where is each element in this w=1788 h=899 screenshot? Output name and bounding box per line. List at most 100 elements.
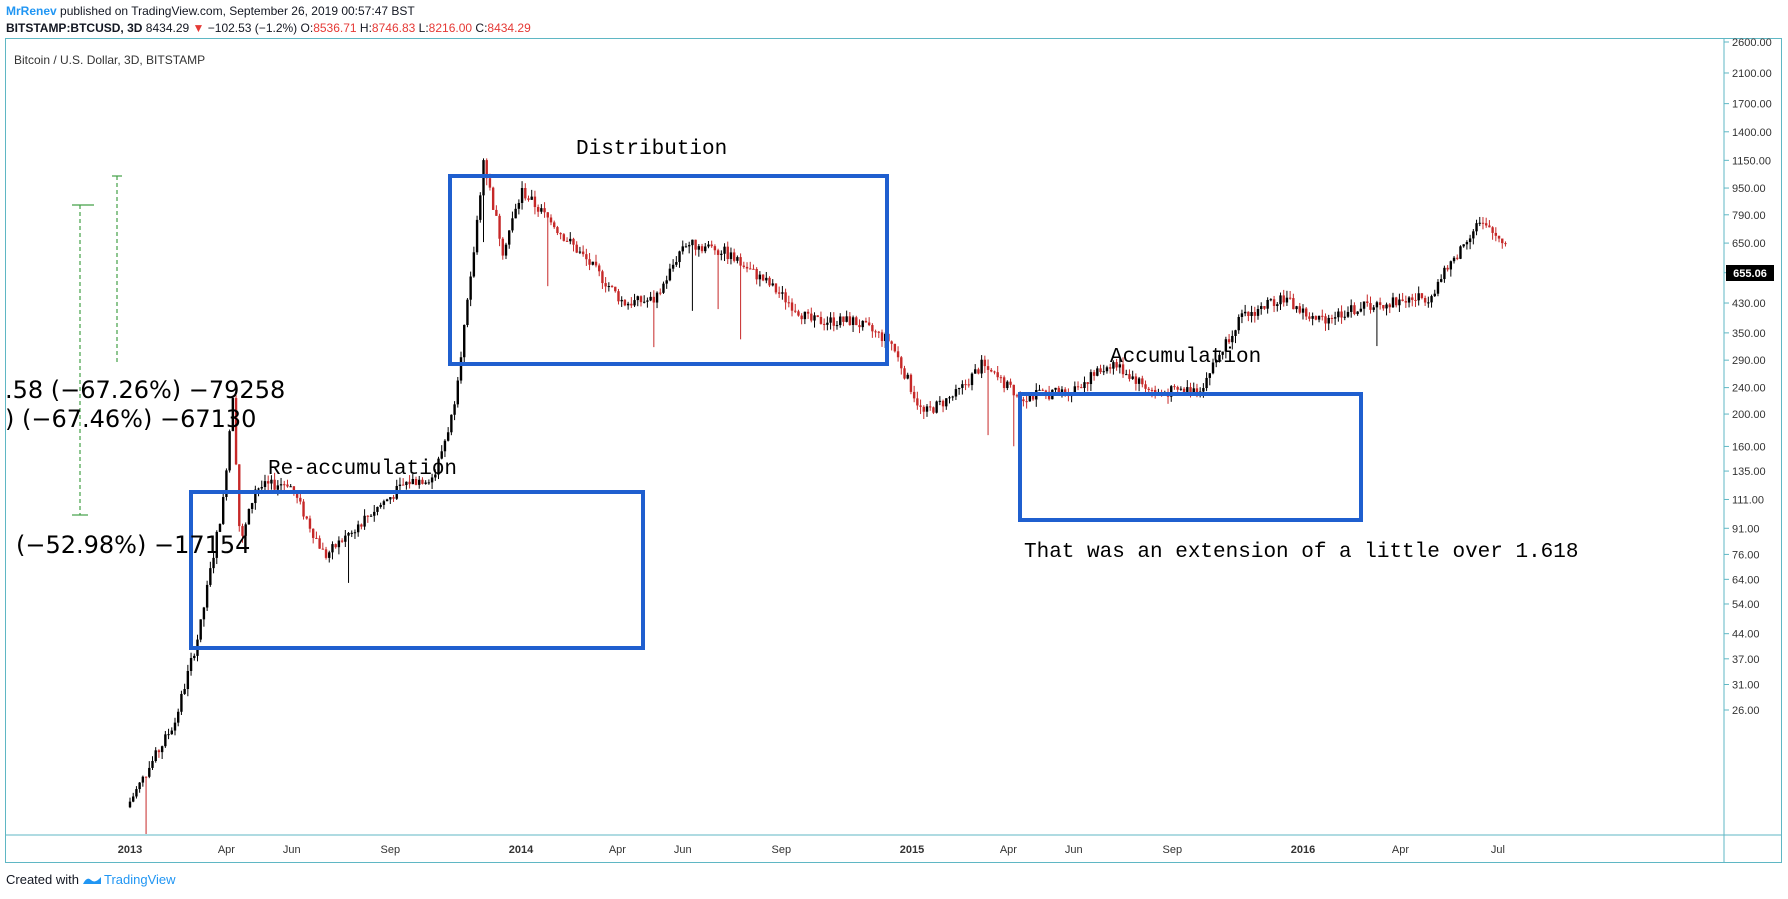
x-tick-label: Apr (218, 844, 235, 856)
candle-down (144, 776, 148, 778)
candle-down (1144, 384, 1147, 389)
accumulation-box[interactable] (1018, 392, 1363, 522)
candle-up (1208, 373, 1212, 378)
candle-up (225, 470, 228, 497)
candle-down (421, 479, 424, 484)
candle-down (1411, 297, 1414, 300)
candle-up (697, 246, 701, 250)
candle-down (1378, 302, 1382, 305)
open-value: 8536.71 (313, 21, 357, 35)
candle-up (1375, 302, 1379, 308)
candle-up (1301, 308, 1305, 313)
candle-down (909, 374, 913, 392)
tradingview-icon (82, 877, 101, 884)
candle-down (1388, 304, 1391, 308)
candle-down (1504, 243, 1507, 245)
candle-up (1356, 311, 1359, 315)
candle-down (1282, 295, 1285, 303)
candle-down (999, 377, 1003, 379)
candle-down (1401, 299, 1404, 302)
candle-up (517, 202, 521, 209)
candle-up (151, 760, 154, 768)
candle-up (199, 619, 202, 640)
candle-down (1253, 311, 1256, 316)
candle-down (694, 239, 697, 250)
chart-title: Bitcoin / U.S. Dollar, 3D, BITSTAMP (14, 53, 205, 67)
candle-up (1205, 377, 1208, 389)
x-axis: 2013 Apr Jun Sep 2014 Apr Jun Sep 2015 Apr Jun Sep 2… (118, 844, 1505, 856)
fib-label-2: ) (−67.46%) −67130 (5, 405, 256, 433)
candle-up (344, 535, 347, 542)
candle-down (652, 296, 656, 303)
distribution-box[interactable] (448, 174, 889, 366)
candle-up (437, 458, 440, 475)
candle-up (411, 479, 415, 485)
candle-down (408, 481, 411, 485)
candle-down (848, 316, 852, 326)
candle-down (1015, 395, 1019, 397)
candle-down (536, 207, 540, 212)
candle-down (1272, 299, 1276, 306)
candle-up (347, 532, 350, 536)
candle-up (376, 506, 379, 512)
published-text: published on TradingView.com, September … (60, 4, 415, 18)
candle-up (170, 730, 173, 735)
candle-up (845, 316, 848, 322)
candle-up (138, 782, 141, 790)
candle-up (1472, 231, 1475, 239)
candle-up (504, 244, 508, 256)
candle-up (1276, 304, 1279, 306)
candle-up (665, 280, 668, 284)
candle-down (784, 292, 787, 303)
candle-up (861, 320, 864, 328)
y-tick-label: 790.00 (1732, 210, 1766, 222)
y-tick-label: 135.00 (1732, 466, 1766, 478)
candle-up (475, 219, 479, 253)
candle-up (1468, 238, 1472, 243)
candle-down (565, 240, 569, 242)
candle-down (1321, 315, 1324, 317)
candle-up (974, 369, 977, 374)
candle-up (662, 283, 665, 293)
candle-down (964, 384, 967, 386)
candle-up (1443, 267, 1446, 280)
candle-up (1333, 317, 1337, 319)
candle-up (851, 317, 855, 326)
candle-down (1189, 387, 1192, 394)
y-tick-label: 2100.00 (1732, 68, 1772, 80)
candle-down (819, 316, 823, 324)
candle-down (929, 406, 932, 408)
candle-up (1279, 295, 1282, 305)
candle-up (707, 244, 710, 247)
candle-up (430, 477, 434, 483)
candle-down (1330, 317, 1334, 319)
candle-up (1089, 372, 1093, 385)
candle-down (1012, 384, 1015, 396)
candle-up (633, 300, 636, 306)
candle-down (855, 317, 858, 326)
candle-up (167, 734, 170, 736)
candle-up (938, 400, 942, 402)
candle-up (1462, 244, 1465, 247)
candle-up (1240, 313, 1244, 317)
author-link[interactable]: MrRenev (6, 4, 57, 18)
candle-down (630, 303, 633, 306)
chart-frame (5, 38, 1782, 863)
reaccumulation-box[interactable] (189, 490, 645, 650)
candle-up (704, 246, 707, 252)
candle-down (498, 215, 501, 239)
candle-up (569, 238, 572, 242)
candle-up (591, 261, 594, 265)
candle-down (1025, 401, 1028, 403)
y-axis: 2600.00 2100.00 1700.00 1400.00 1150.00 950.0… (1724, 37, 1772, 717)
y-tick-label: 1700.00 (1732, 99, 1772, 111)
candle-down (700, 246, 704, 252)
y-tick-label: 64.00 (1732, 574, 1760, 586)
candle-down (713, 246, 717, 251)
tradingview-logo[interactable]: TradingView (82, 872, 176, 888)
candle-up (257, 488, 260, 490)
candle-up (723, 246, 726, 254)
candle-down (745, 266, 749, 269)
candle-up (132, 796, 135, 802)
